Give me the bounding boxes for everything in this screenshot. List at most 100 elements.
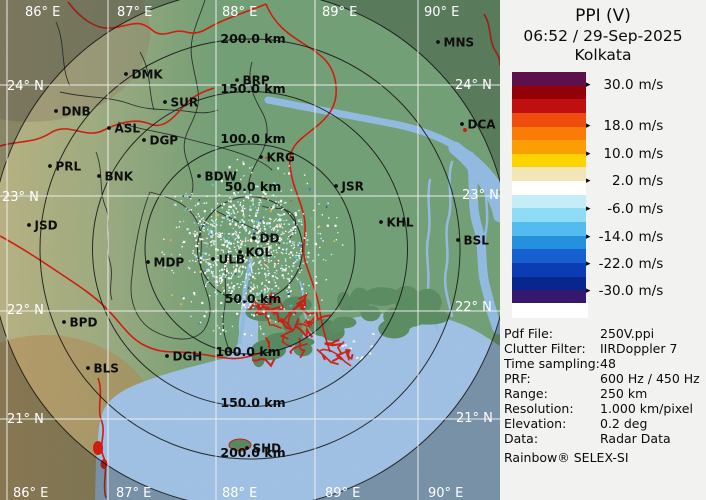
panel-header: PPI (V) 06:52 / 29-Sep-2025 Kolkata xyxy=(500,6,706,65)
city-marker-dd: DD xyxy=(252,232,279,246)
svg-text:ULB: ULB xyxy=(219,253,246,267)
colorbar-tick: ▸ -14.0 m/s xyxy=(586,228,704,246)
city-marker-bsl: BSL xyxy=(456,234,489,248)
city-marker-ulb: ULB xyxy=(211,253,245,267)
colorbar-band xyxy=(512,112,586,127)
velocity-colorbar xyxy=(512,72,586,304)
metadata-label: Time sampling: xyxy=(504,356,600,371)
graticule-labels: 86° E 87° E 88° E 89° E 90° E 86° E 87° E 88° E… xyxy=(2,5,499,500)
colorbar-band xyxy=(512,126,586,141)
colorbar-tick: ▸ 30.0 m/s xyxy=(586,76,704,94)
city-marker-dmk: DMK xyxy=(124,68,163,82)
graticule-label: 88° E xyxy=(222,486,257,500)
colorbar-tick: ▸ -22.0 m/s xyxy=(586,255,704,273)
colorbar-band xyxy=(512,140,586,154)
graticule-label: 86° E xyxy=(13,486,48,500)
tick-value: 18.0 xyxy=(603,118,634,134)
graticule-label: 22° N xyxy=(455,300,492,315)
city-marker-kol: KOL xyxy=(238,246,272,260)
graticule-label: 89° E xyxy=(322,5,357,20)
city-marker-asl: ASL xyxy=(107,122,140,136)
tick-value: 10.0 xyxy=(603,146,634,162)
tick-value: 30.0 xyxy=(603,77,634,93)
colorbar-band xyxy=(512,194,586,209)
colorbar-footer xyxy=(512,303,588,318)
city-marker-sur: SUR xyxy=(163,96,198,110)
tick-value: 2.0 xyxy=(612,173,634,189)
metadata-label: Range: xyxy=(504,386,548,401)
colorbar-band xyxy=(512,99,586,113)
tick-unit: m/s xyxy=(638,256,664,272)
range-ring-label: 100.0 km xyxy=(215,344,280,359)
svg-text:ASL: ASL xyxy=(115,122,141,136)
tick-arrow-icon: ▸ xyxy=(586,259,591,269)
colorbar-tick: ▸ -30.0 m/s xyxy=(586,282,704,300)
svg-text:DCA: DCA xyxy=(468,118,497,132)
metadata-label: Pdf File: xyxy=(504,326,553,341)
metadata-label: Elevation: xyxy=(504,416,567,431)
graticule-label: 87° E xyxy=(117,5,152,20)
svg-text:SHD: SHD xyxy=(253,442,282,456)
graticule-label: 21° N xyxy=(7,412,44,427)
svg-text:JSR: JSR xyxy=(341,180,364,194)
svg-text:BPD: BPD xyxy=(70,316,98,330)
city-marker-dnb: DNB xyxy=(54,105,91,119)
colorbar-band xyxy=(512,72,586,86)
svg-text:DNB: DNB xyxy=(62,105,91,119)
city-marker-bnk: BNK xyxy=(97,170,134,184)
tick-unit: m/s xyxy=(638,201,664,217)
metadata-row: Data: Radar Data xyxy=(504,431,704,446)
product-timestamp: 06:52 / 29-Sep-2025 xyxy=(523,26,683,45)
graticule-label: 89° E xyxy=(325,486,360,500)
colorbar-band xyxy=(512,85,586,100)
svg-text:DD: DD xyxy=(260,232,280,246)
info-panel: PPI (V) 06:52 / 29-Sep-2025 Kolkata ▸ 30.… xyxy=(500,0,706,500)
svg-text:BLS: BLS xyxy=(94,362,119,376)
graticule-label: 90° E xyxy=(424,5,459,20)
svg-text:DGP: DGP xyxy=(150,134,179,148)
graticule-label: 21° N xyxy=(456,411,493,426)
metadata-row: PRF: 600 Hz / 450 Hz xyxy=(504,371,704,386)
city-marker-dca: DCA xyxy=(460,118,496,132)
city-marker-mdp: MDP xyxy=(146,256,184,270)
svg-text:BDW: BDW xyxy=(205,170,237,184)
colorbar-band xyxy=(512,222,586,236)
metadata-value: 250V.ppi xyxy=(600,326,655,341)
tick-unit: m/s xyxy=(638,118,664,134)
metadata-row: Elevation: 0.2 deg xyxy=(504,416,704,431)
tick-value: -22.0 xyxy=(598,256,634,272)
metadata-row: Range: 250 km xyxy=(504,386,704,401)
colorbar-tick: ▸ 18.0 m/s xyxy=(586,117,704,135)
metadata-value: 600 Hz / 450 Hz xyxy=(600,371,700,386)
metadata-row: Clutter Filter: IIRDoppler 7 xyxy=(504,341,704,356)
colorbar-band xyxy=(512,262,586,277)
city-markers: MNS DMK BRP SUR DNB DCA ASL DGP KRG PRL BNK BDW JSR K… xyxy=(27,36,496,456)
range-ring-label: 200.0 km xyxy=(220,445,285,460)
radar-map: 200.0 km 150.0 km 100.0 km 50.0 km 50.0 km 10… xyxy=(0,0,510,500)
svg-text:DGH: DGH xyxy=(173,350,203,364)
svg-text:BSL: BSL xyxy=(464,234,490,248)
tick-value: -6.0 xyxy=(607,201,634,217)
city-marker-dgp: DGP xyxy=(142,134,178,148)
colorbar-band xyxy=(512,153,586,168)
graticule-label: 23° N xyxy=(2,190,39,205)
range-ring-label: 150.0 km xyxy=(220,81,285,96)
colorbar-tick: ▸ 2.0 m/s xyxy=(586,172,704,190)
svg-text:DMK: DMK xyxy=(132,68,164,82)
range-ring-labels: 200.0 km 150.0 km 100.0 km 50.0 km 50.0 km 10… xyxy=(215,31,285,460)
city-marker-shd: SHD xyxy=(245,442,281,456)
metadata-value: 1.000 km/pixel xyxy=(600,401,693,416)
metadata-value: IIRDoppler 7 xyxy=(600,341,678,356)
metadata-row: Pdf File: 250V.ppi xyxy=(504,326,704,341)
texture-overlay xyxy=(0,0,500,500)
graticule-label: 87° E xyxy=(116,486,151,500)
svg-text:JSD: JSD xyxy=(34,219,58,233)
metadata-value: 0.2 deg xyxy=(600,416,648,431)
range-ring-label: 50.0 km xyxy=(225,291,282,306)
svg-text:BRP: BRP xyxy=(243,74,270,88)
city-marker-brp: BRP xyxy=(235,74,270,88)
metadata-row: Time sampling: 48 xyxy=(504,356,704,371)
tick-unit: m/s xyxy=(638,229,664,245)
svg-text:PRL: PRL xyxy=(56,160,82,174)
